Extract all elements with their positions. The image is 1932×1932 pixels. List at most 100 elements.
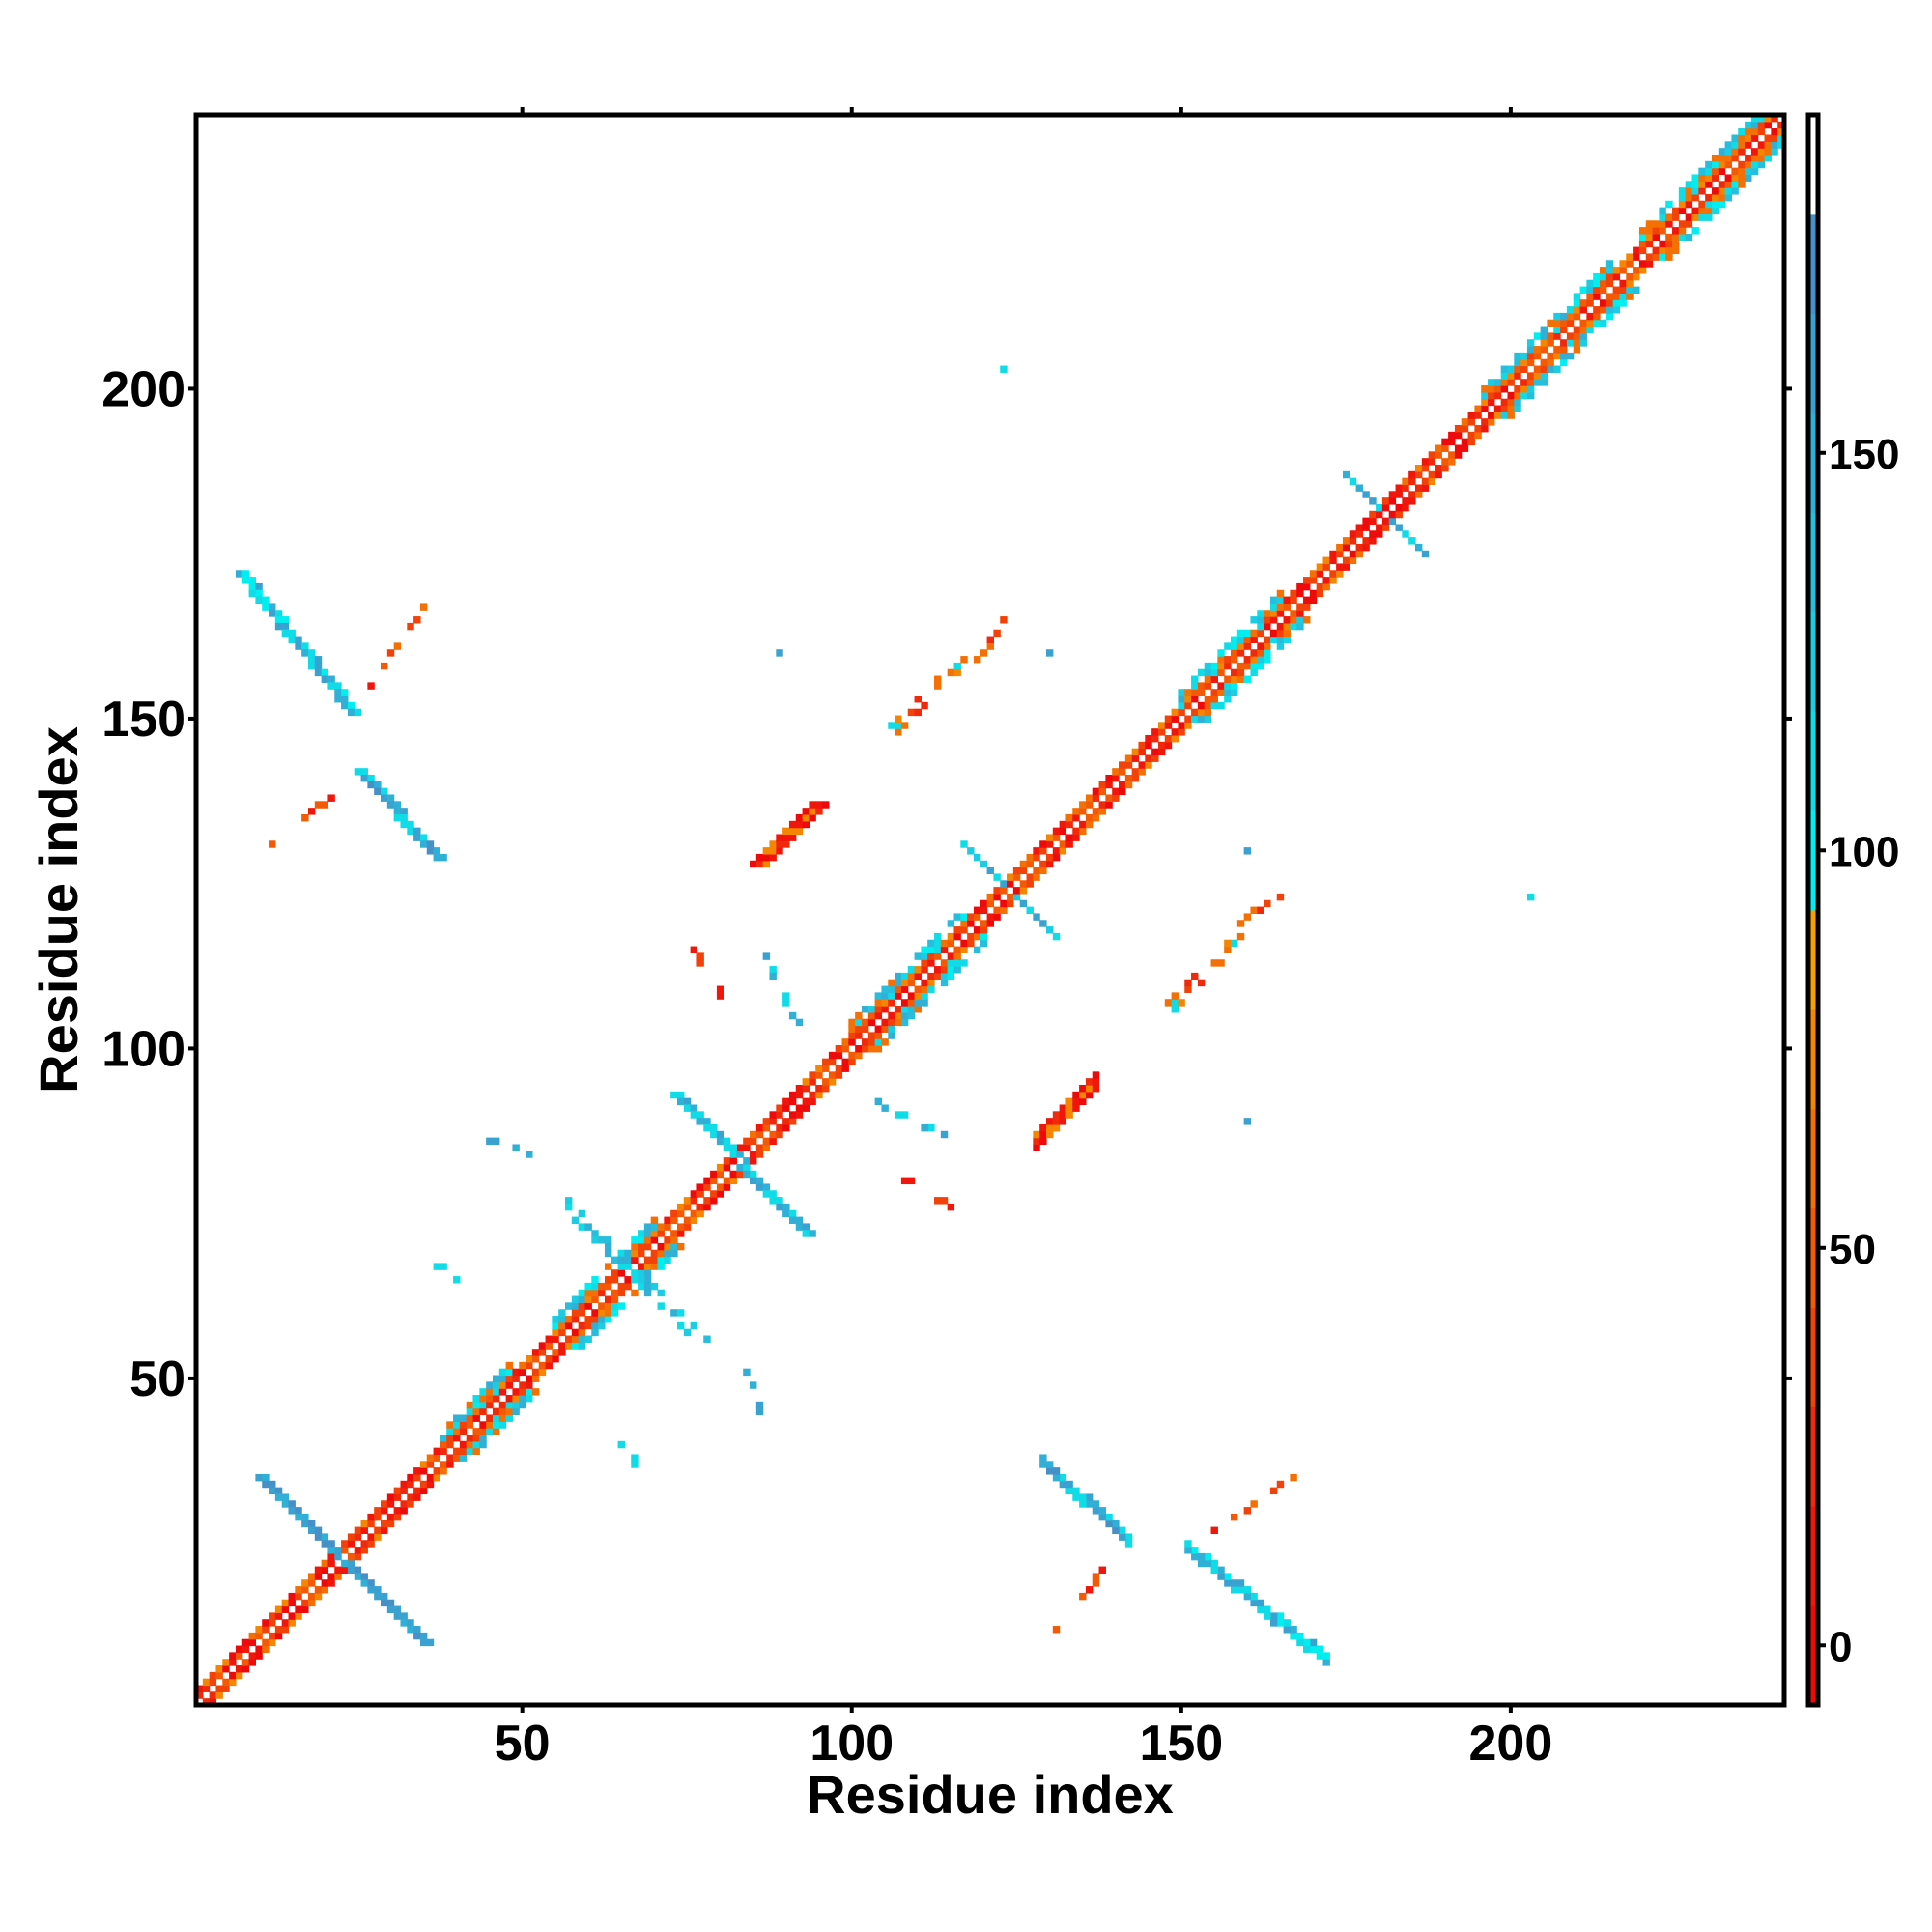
heatmap-cell: [1236, 932, 1245, 941]
heatmap-cell: [1435, 464, 1442, 472]
heatmap-cell: [1052, 1111, 1061, 1119]
colorbar-level: [1808, 213, 1818, 315]
heatmap-cell: [1698, 187, 1706, 195]
heatmap-cell: [617, 1282, 626, 1291]
heatmap-cell: [1619, 279, 1627, 288]
heatmap-cell: [762, 1183, 771, 1191]
heatmap-cell: [1124, 774, 1133, 782]
heatmap-cell: [650, 1256, 659, 1264]
heatmap-cell: [498, 1407, 507, 1416]
heatmap-cell: [1217, 689, 1225, 696]
heatmap-cell: [1750, 115, 1759, 123]
heatmap-cell: [578, 1302, 586, 1310]
heatmap-cell: [552, 1321, 559, 1330]
heatmap-cell: [993, 913, 1001, 921]
heatmap-cell: [960, 939, 968, 948]
heatmap-cell: [676, 1091, 685, 1099]
heatmap-cell: [1092, 1078, 1100, 1086]
heatmap-cell: [1052, 1467, 1061, 1475]
heatmap-cell: [1369, 530, 1377, 538]
heatmap-cell: [591, 1295, 599, 1303]
heatmap-cell: [676, 1242, 685, 1251]
heatmap-cell: [492, 1421, 500, 1429]
heatmap-cell: [716, 1137, 724, 1146]
heatmap-cell: [262, 1645, 270, 1653]
heatmap-cell: [486, 1428, 494, 1435]
heatmap-cell: [269, 1619, 276, 1627]
heatmap-cell: [453, 1428, 461, 1435]
heatmap-cell: [1507, 372, 1515, 380]
heatmap-cell: [413, 1493, 421, 1501]
heatmap-cell: [591, 1230, 599, 1237]
heatmap-cell: [215, 1691, 223, 1699]
heatmap-cell: [453, 1414, 461, 1422]
heatmap-cell: [492, 1407, 500, 1416]
heatmap-cell: [867, 1018, 876, 1027]
heatmap-cell: [274, 610, 283, 617]
heatmap-cell: [743, 1137, 751, 1146]
heatmap-cell: [762, 1118, 771, 1125]
heatmap-cell: [486, 1414, 494, 1422]
heatmap-cell: [334, 689, 342, 696]
heatmap-cell: [1711, 187, 1719, 195]
heatmap-cell: [1349, 556, 1357, 565]
heatmap-cell: [1481, 425, 1489, 433]
heatmap-cell: [1711, 193, 1719, 202]
heatmap-cell: [1605, 312, 1614, 321]
heatmap-cell: [1243, 1592, 1252, 1601]
heatmap-cell: [611, 1302, 619, 1310]
heatmap-cell: [1296, 1638, 1304, 1647]
heatmap-cell: [1665, 240, 1673, 248]
heatmap-cell: [1408, 470, 1416, 479]
heatmap-cell: [1322, 556, 1330, 565]
heatmap-cell: [1085, 1500, 1094, 1508]
heatmap-cell: [1731, 148, 1739, 156]
heatmap-cell: [1579, 332, 1587, 340]
heatmap-cell: [855, 1045, 863, 1053]
heatmap-cell: [584, 1282, 592, 1291]
heatmap-cell: [321, 801, 329, 809]
heatmap-cell: [1612, 272, 1621, 281]
heatmap-cell: [1540, 358, 1548, 367]
heatmap-cell: [307, 662, 316, 670]
heatmap-cell: [822, 801, 830, 809]
heatmap-cell: [1738, 160, 1746, 169]
colorbar-level: [1808, 1605, 1818, 1706]
heatmap-cell: [1296, 616, 1304, 624]
heatmap-cell: [1204, 668, 1212, 677]
heatmap-cell: [769, 1197, 777, 1205]
heatmap-cell: [565, 1335, 573, 1343]
heatmap-cell: [1633, 246, 1640, 255]
heatmap-cell: [386, 1605, 395, 1613]
heatmap-cell: [617, 1302, 626, 1310]
heatmap-cell: [295, 1586, 302, 1594]
heatmap-cell: [512, 1401, 520, 1409]
x-axis-title: Residue index: [807, 1764, 1174, 1825]
heatmap-cell: [440, 1461, 447, 1468]
heatmap-cell: [526, 1394, 533, 1403]
heatmap-cell: [1178, 708, 1185, 717]
heatmap-cell: [1217, 1566, 1225, 1575]
heatmap-cell: [1276, 893, 1285, 901]
heatmap-cell: [222, 1678, 230, 1687]
heatmap-cell: [1045, 649, 1054, 657]
heatmap-cell: [716, 1130, 724, 1139]
heatmap-cell: [1672, 246, 1680, 255]
heatmap-cell: [1243, 913, 1252, 921]
heatmap-cell: [788, 1216, 797, 1225]
heatmap-cell: [367, 682, 375, 690]
heatmap-cell: [1012, 893, 1021, 901]
heatmap-cell: [881, 1018, 889, 1027]
heatmap-cell: [638, 1236, 645, 1244]
heatmap-cell: [895, 1011, 902, 1020]
heatmap-cell: [1645, 240, 1654, 248]
heatmap-cell: [498, 1421, 507, 1429]
heatmap-cell: [1771, 134, 1778, 142]
colorbar-level: [1808, 711, 1818, 811]
heatmap-cell: [453, 1276, 461, 1284]
heatmap-cell: [841, 1065, 849, 1072]
heatmap-cell: [446, 1434, 454, 1442]
heatmap-cell: [1685, 233, 1693, 242]
heatmap-cell: [327, 1547, 335, 1554]
heatmap-cell: [1039, 847, 1047, 855]
